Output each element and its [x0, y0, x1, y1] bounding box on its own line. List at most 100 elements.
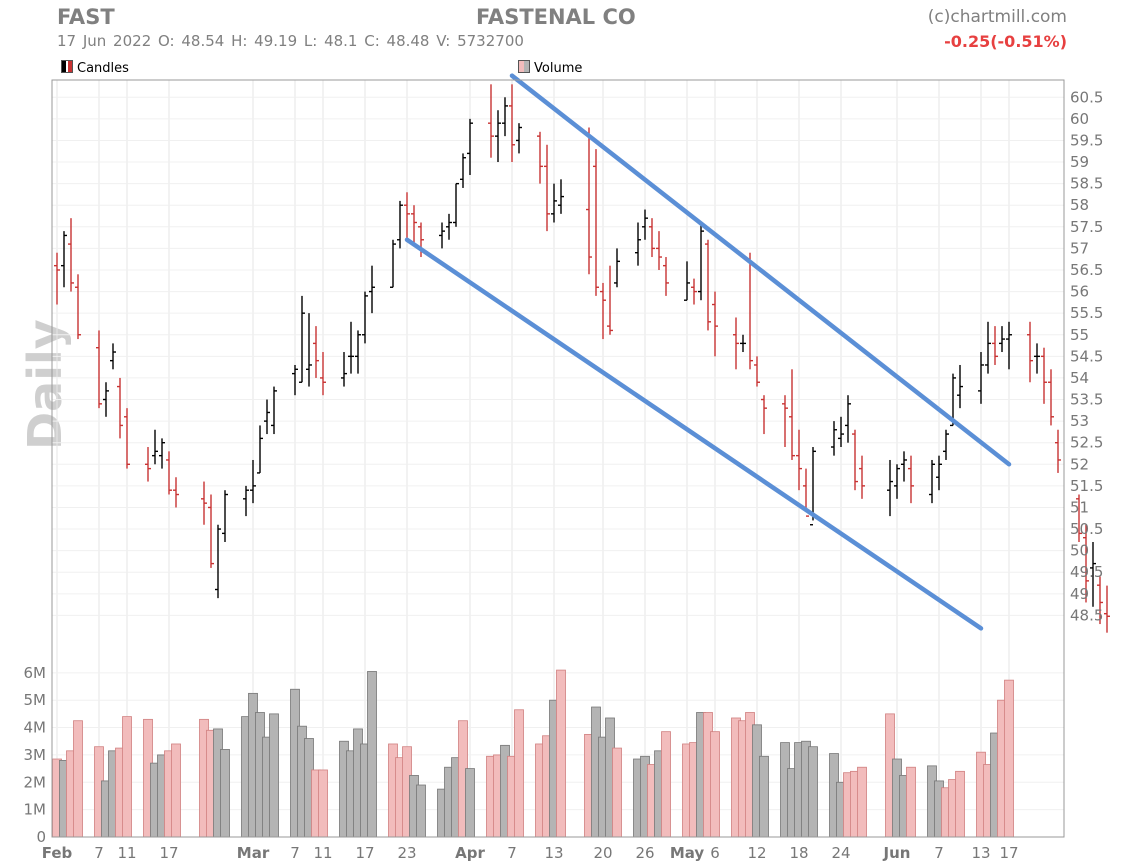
- plot-frame: [51, 79, 1065, 838]
- ohlc-bar: [1027, 321, 1033, 383]
- volume-bar: [269, 713, 279, 838]
- ohlc-bar: [1076, 494, 1082, 543]
- price-axis: 48.5 49 49.5 50 50.5 51 51.5 52 52.5 53 53.5 54 54.5…: [1070, 88, 1103, 624]
- ohlc-bar: [152, 429, 158, 465]
- ohlc-bar: [712, 291, 718, 357]
- ohlc-bar: [355, 330, 361, 374]
- x-tick-label: 6: [710, 844, 720, 862]
- ohlc-bar: [936, 455, 942, 491]
- ohlc-bar: [509, 84, 515, 163]
- ohlc-bar: [397, 200, 403, 249]
- volume-bar: [857, 766, 867, 838]
- ohlc-bar: [859, 455, 865, 499]
- ohlc-bar: [978, 352, 984, 404]
- ohlc-bar: [831, 421, 837, 456]
- x-tick-label: 23: [397, 844, 416, 862]
- x-tick-label: 11: [117, 844, 136, 862]
- source-credit[interactable]: (c)chartmill.com: [927, 7, 1067, 27]
- volume-bar: [465, 768, 475, 838]
- volume-bar: [122, 716, 132, 838]
- ohlc-bar: [642, 209, 648, 240]
- price-tick-label: 52: [1070, 455, 1089, 473]
- ohlc-bar: [250, 459, 256, 504]
- ohlc-bar: [537, 131, 543, 184]
- price-tick-label: 54: [1070, 369, 1089, 387]
- price-tick-label: 57.5: [1070, 218, 1103, 236]
- ohlc-bar: [649, 218, 655, 258]
- ohlc-bar: [810, 447, 816, 526]
- legend-candles: Candles: [61, 60, 129, 76]
- volume-tick-label: 1M: [24, 801, 47, 819]
- ohlc-bar: [663, 257, 669, 296]
- volume-bar: [808, 746, 818, 838]
- trendline: [404, 237, 984, 631]
- volume-bar: [710, 731, 720, 838]
- x-tick-label: 17: [355, 844, 374, 862]
- ohlc-bar: [117, 377, 123, 439]
- ohlc-bar: [313, 326, 319, 378]
- x-tick-label: 26: [635, 844, 654, 862]
- ohlc-bar: [1034, 343, 1040, 374]
- price-tick-label: 58: [1070, 196, 1089, 214]
- price-tick-label: 50.5: [1070, 520, 1103, 538]
- ohlc-bar: [488, 84, 494, 158]
- ticker-symbol: FAST: [57, 5, 115, 29]
- price-tick-label: 49.5: [1070, 563, 1103, 581]
- ohlc-bar: [61, 231, 67, 288]
- ohlc-bar: [54, 252, 60, 305]
- ohlc-bar: [838, 416, 844, 448]
- volume-bar: [220, 749, 230, 838]
- x-tick-label: 7: [94, 844, 104, 862]
- ohlc-bar: [159, 438, 165, 469]
- ohlc-bar: [257, 425, 263, 474]
- volume-bar: [612, 747, 622, 838]
- volume-tick-label: 2M: [24, 773, 47, 791]
- trendline: [509, 73, 1012, 467]
- volume-bar: [759, 755, 769, 838]
- ohlc-bar: [110, 343, 116, 370]
- ohlc-bar: [698, 222, 704, 301]
- x-tick-label: Apr: [455, 844, 485, 862]
- price-tick-label: 60.5: [1070, 88, 1103, 106]
- ohlc-bar: [404, 192, 410, 240]
- price-tick-label: 54.5: [1070, 347, 1103, 365]
- ohlc-bar: [733, 317, 739, 370]
- x-tick-label: Mar: [237, 844, 270, 862]
- price-tick-label: 60: [1070, 110, 1089, 128]
- ohlc-bar: [1006, 321, 1012, 370]
- ohlc-bar: [635, 222, 641, 266]
- price-tick-label: 55.5: [1070, 304, 1103, 322]
- x-tick-label: 24: [831, 844, 850, 862]
- price-tick-label: 50: [1070, 542, 1089, 560]
- ohlc-bar: [796, 429, 802, 491]
- x-tick-label: 17: [159, 844, 178, 862]
- ohlc-bar: [460, 153, 466, 188]
- x-tick-label: Jun: [883, 844, 911, 862]
- ohlc-bar: [593, 149, 599, 296]
- candles-swatch-icon: [61, 60, 73, 73]
- ohlc-bar: [173, 477, 179, 508]
- ohlc-bar: [341, 352, 347, 387]
- x-tick-label: 13: [544, 844, 563, 862]
- legend-volume-label: Volume: [534, 61, 583, 76]
- x-tick-label: Feb: [42, 844, 73, 862]
- ohlc-bar: [614, 248, 620, 288]
- volume-tick-label: 6M: [24, 664, 47, 682]
- price-tick-label: 48.5: [1070, 606, 1103, 624]
- ohlc-bar: [992, 326, 998, 365]
- ohlc-readout: 17 Jun 2022 O: 48.54 H: 49.19 L: 48.1 C:…: [57, 32, 524, 50]
- volume-bar: [416, 784, 426, 838]
- price-tick-label: 55: [1070, 326, 1089, 344]
- ohlc-bar: [215, 524, 221, 599]
- ohlc-bar: [446, 213, 452, 240]
- volume-tick-label: 4M: [24, 719, 47, 737]
- ohlc-bar: [852, 429, 858, 491]
- x-tick-label: 11: [313, 844, 332, 862]
- volume-swatch-icon: [518, 60, 530, 73]
- x-tick-label: 7: [934, 844, 944, 862]
- volume-bar: [318, 769, 328, 838]
- x-tick-label: 13: [971, 844, 990, 862]
- ohlc-bar: [929, 459, 935, 504]
- volume-bar: [73, 720, 83, 838]
